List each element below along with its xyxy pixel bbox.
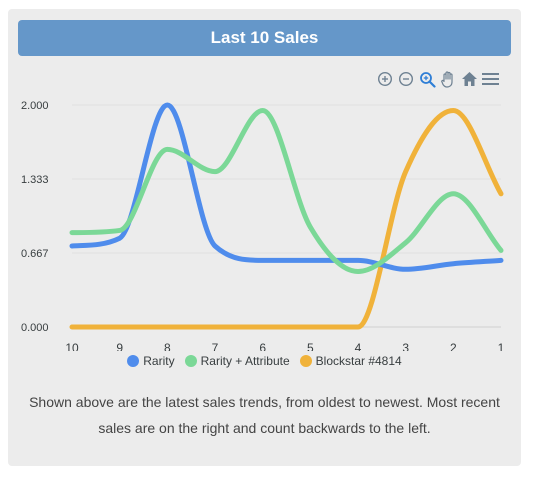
data-point[interactable] xyxy=(356,269,361,274)
x-tick-label: 9 xyxy=(116,341,123,351)
x-axis-ticks: 10 9 8 7 6 5 4 3 2 1 xyxy=(65,341,504,351)
data-point[interactable] xyxy=(308,325,313,330)
data-point[interactable] xyxy=(356,325,361,330)
y-tick-label: 1.333 xyxy=(21,174,49,186)
data-point[interactable] xyxy=(356,258,361,263)
line-chart: 0.000 0.667 1.333 2.000 10 9 8 7 6 5 4 3 2 1 xyxy=(21,100,505,351)
data-point[interactable] xyxy=(499,248,504,253)
x-tick-label: 7 xyxy=(212,341,219,351)
legend-item[interactable]: Blockstar #4814 xyxy=(299,354,402,368)
chart-toolbar xyxy=(375,69,501,89)
chart-legend: Rarity Rarity + Attribute Blockstar #4814 xyxy=(8,354,521,368)
zoom-selection-icon[interactable] xyxy=(417,69,437,89)
data-point[interactable] xyxy=(308,258,313,263)
pan-icon[interactable] xyxy=(438,69,458,89)
data-point[interactable] xyxy=(213,169,218,174)
data-point[interactable] xyxy=(260,325,265,330)
data-point[interactable] xyxy=(403,169,408,174)
x-tick-label: 1 xyxy=(498,341,505,351)
data-point[interactable] xyxy=(117,325,122,330)
data-point[interactable] xyxy=(451,191,456,196)
data-point[interactable] xyxy=(117,236,122,241)
data-point[interactable] xyxy=(213,243,218,248)
data-point[interactable] xyxy=(451,261,456,266)
data-point[interactable] xyxy=(70,230,75,235)
series-line-blockstar-4814[interactable] xyxy=(69,108,504,330)
y-tick-label: 2.000 xyxy=(21,100,49,112)
legend-label: Rarity xyxy=(143,354,175,368)
legend-item[interactable]: Rarity + Attribute xyxy=(184,354,290,368)
data-point[interactable] xyxy=(117,228,122,233)
menu-icon[interactable] xyxy=(480,69,500,89)
data-point[interactable] xyxy=(70,243,75,248)
data-point[interactable] xyxy=(499,191,504,196)
x-tick-label: 6 xyxy=(259,341,266,351)
series-line-rarity-attribute[interactable] xyxy=(69,108,504,274)
legend-marker xyxy=(184,355,197,367)
y-tick-label: 0.667 xyxy=(21,248,49,260)
legend-label: Blockstar #4814 xyxy=(315,354,402,368)
x-tick-label: 2 xyxy=(450,341,457,351)
chart-title-banner: Last 10 Sales xyxy=(18,20,511,56)
x-tick-label: 5 xyxy=(307,341,314,351)
x-tick-label: 8 xyxy=(164,341,171,351)
data-point[interactable] xyxy=(308,225,313,230)
data-point[interactable] xyxy=(403,240,408,245)
gridlines xyxy=(72,104,501,328)
zoom-out-icon[interactable] xyxy=(396,69,416,89)
data-point[interactable] xyxy=(165,325,170,330)
reset-home-icon[interactable] xyxy=(459,69,479,89)
x-tick-label: 10 xyxy=(65,341,79,351)
chart-card: Last 10 Sales xyxy=(8,9,521,466)
data-point[interactable] xyxy=(213,325,218,330)
data-point[interactable] xyxy=(403,267,408,272)
y-tick-label: 0.000 xyxy=(21,322,49,334)
data-point[interactable] xyxy=(260,258,265,263)
chart-caption: Shown above are the latest sales trends,… xyxy=(29,394,500,436)
legend-marker xyxy=(127,355,140,367)
series-lines xyxy=(69,102,504,330)
data-point[interactable] xyxy=(499,258,504,263)
x-tick-label: 3 xyxy=(402,341,409,351)
x-tick-label: 4 xyxy=(355,341,362,351)
data-point[interactable] xyxy=(70,325,75,330)
series-line-rarity[interactable] xyxy=(69,102,504,272)
data-point[interactable] xyxy=(451,108,456,113)
data-point[interactable] xyxy=(165,147,170,152)
y-axis-ticks: 0.000 0.667 1.333 2.000 xyxy=(21,100,49,334)
data-point[interactable] xyxy=(165,103,170,108)
legend-label: Rarity + Attribute xyxy=(200,354,290,368)
legend-marker xyxy=(299,355,312,367)
data-point[interactable] xyxy=(260,108,265,113)
zoom-in-icon[interactable] xyxy=(375,69,395,89)
legend-item[interactable]: Rarity xyxy=(127,354,175,368)
